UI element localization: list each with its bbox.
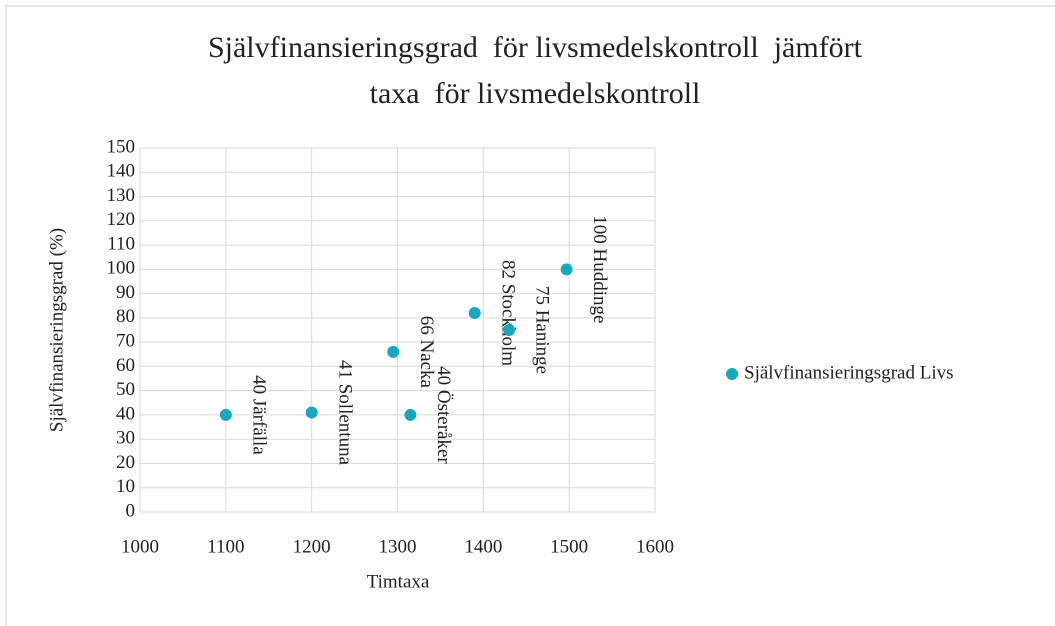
y-tick-label: 20 [116, 452, 135, 473]
data-point [468, 307, 481, 320]
y-tick-label: 10 [116, 476, 135, 497]
data-point [305, 406, 318, 419]
x-tick-label: 1100 [207, 536, 244, 557]
y-tick-label: 90 [116, 282, 135, 303]
x-tick-label: 1200 [293, 536, 331, 557]
data-label: 75 Haninge [532, 286, 553, 374]
y-tick-label: 100 [107, 258, 136, 279]
x-tick-label: 1400 [464, 536, 502, 557]
chart-title: taxa för livsmedelskontroll [370, 77, 701, 110]
data-point [560, 263, 573, 276]
data-label: 41 Sollentuna [334, 360, 355, 466]
legend-marker [726, 368, 738, 380]
data-point [503, 324, 516, 336]
legend-label: Självfinansieringsgrad Livs [744, 362, 954, 383]
y-tick-label: 80 [116, 306, 135, 327]
data-label: 66 Nacka [416, 316, 437, 389]
y-tick-label: 150 [107, 136, 136, 157]
y-tick-label: 60 [116, 355, 135, 376]
data-label: 82 Stockholm [497, 260, 518, 366]
x-tick-label: 1300 [379, 536, 417, 557]
data-point [404, 408, 417, 421]
x-tick-label: 1500 [550, 536, 588, 557]
y-tick-label: 120 [107, 209, 136, 230]
chart-title: Självfinansieringsgrad för livsmedelskon… [208, 31, 863, 64]
data-label: 40 Järfälla [248, 375, 269, 455]
y-tick-label: 110 [107, 233, 135, 254]
x-tick-label: 1600 [636, 536, 674, 557]
y-axis-label: Självfinansieringsgrad (%) [46, 228, 67, 432]
y-tick-label: 130 [107, 185, 136, 206]
y-tick-label: 0 [126, 500, 136, 521]
y-tick-label: 30 [116, 428, 135, 449]
y-tick-label: 50 [116, 379, 135, 400]
data-label: 100 Huddinge [589, 215, 610, 323]
y-tick-label: 40 [116, 403, 135, 424]
y-tick-label: 140 [107, 161, 136, 182]
data-label: 40 Österåker [433, 366, 454, 464]
data-point [219, 408, 232, 421]
x-tick-label: 1000 [121, 536, 159, 557]
x-axis-label: Timtaxa [367, 571, 430, 592]
chart-frame [5, 5, 1055, 626]
data-point [387, 345, 400, 358]
y-tick-label: 70 [116, 330, 135, 351]
